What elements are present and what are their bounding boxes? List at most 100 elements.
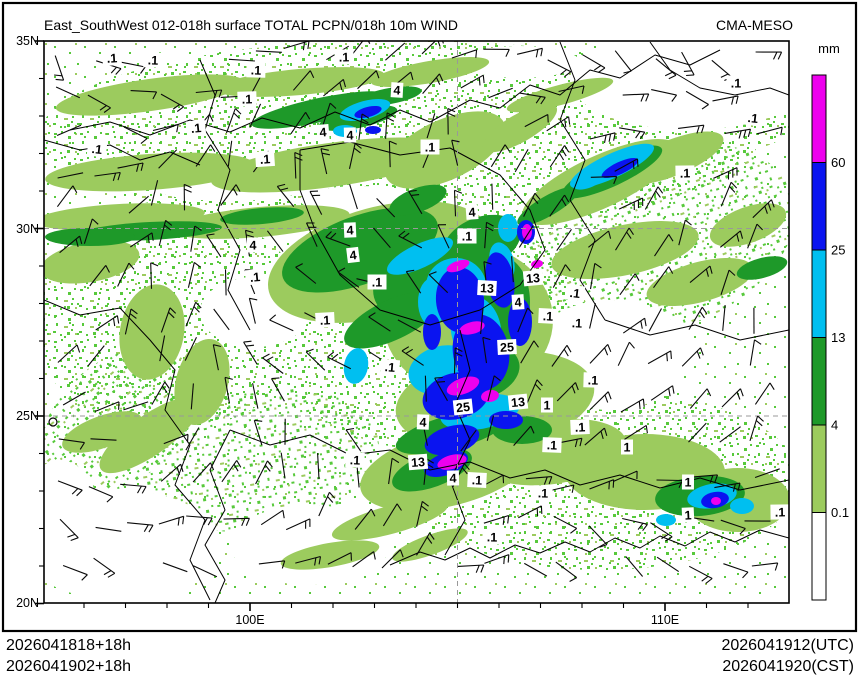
contour-label: .1 (482, 529, 501, 544)
contour-label-value: .1 (538, 486, 549, 500)
precip-veryheavy (365, 126, 381, 134)
contour-label-value: 13 (480, 281, 495, 296)
contour-label-value: .1 (775, 505, 786, 519)
contour-label: .1 (237, 91, 256, 107)
contour-label: .1 (770, 504, 789, 519)
contour-label: .1 (420, 139, 439, 154)
contour-label: .1 (245, 269, 265, 286)
contour-label: .1 (542, 437, 562, 453)
contour-label: .1 (538, 308, 558, 324)
footer-init-utc: 2026041818+18h (6, 637, 131, 654)
colorbar-segment (812, 425, 826, 513)
map-title: East_SouthWest 012-018h surface TOTAL PC… (44, 17, 458, 33)
precip-extreme (711, 497, 721, 505)
precip-heavy (730, 498, 754, 514)
colorbar-tick-label: 13 (831, 330, 845, 345)
contour-label: 4 (344, 222, 357, 238)
contour-label: 4 (465, 204, 478, 220)
contour-label: .1 (467, 472, 487, 488)
contour-label-value: .1 (190, 121, 202, 136)
colorbar-segment (812, 338, 826, 426)
contour-label-value: .1 (680, 166, 691, 180)
colorbar-segment (812, 75, 826, 163)
contour-label: 25 (453, 399, 473, 416)
contour-label: .1 (186, 120, 206, 137)
contour-label-value: .1 (588, 373, 599, 387)
contour-label: .1 (533, 485, 552, 500)
footer-init-cst: 2026041902+18h (6, 658, 131, 675)
contour-label: .1 (345, 452, 365, 468)
colorbar-segment (812, 163, 826, 251)
contour-label: .1 (726, 75, 745, 90)
lon-label-100e: 100E (235, 613, 264, 627)
contour-label-value: .1 (569, 286, 581, 301)
precip-veryheavy (423, 314, 441, 350)
contour-label: .1 (367, 274, 386, 289)
contour-label: .1 (583, 372, 602, 388)
contour-label-value: 4 (514, 295, 522, 309)
contour-label-value: .1 (462, 229, 473, 243)
wind-barb (226, 269, 227, 295)
contour-label: 13 (408, 454, 428, 471)
contour-label-value: 4 (319, 125, 327, 140)
contour-label-value: 4 (393, 83, 401, 97)
lat-label-25n: 25N (16, 409, 39, 423)
contour-label-value: .1 (91, 142, 103, 157)
contour-label-value: 25 (455, 400, 470, 415)
precip-veryheavy (489, 411, 523, 429)
contour-label: .1 (675, 165, 694, 180)
contour-label: 1 (682, 507, 695, 523)
contour-label: 1 (682, 474, 694, 489)
contour-label: .1 (457, 228, 476, 243)
contour-label: .1 (315, 312, 335, 328)
contour-label-value: .1 (546, 438, 557, 452)
colorbar-tick-label: 4 (831, 418, 838, 433)
contour-label-value: 4 (346, 128, 353, 142)
colorbar-segment (812, 513, 826, 601)
contour-label-value: 13 (510, 395, 525, 410)
contour-label-value: 13 (411, 455, 426, 470)
precip-heavy (656, 514, 676, 526)
contour-label: .1 (246, 62, 265, 78)
contour-label-value: 1 (624, 440, 631, 454)
contour-label-value: 4 (419, 415, 427, 429)
precip-extreme (522, 224, 532, 240)
model-name: CMA-MESO (716, 17, 793, 33)
colorbar-unit: mm (818, 41, 840, 56)
contour-label: .1 (570, 419, 590, 435)
contour-label-value: .1 (106, 51, 117, 66)
contour-label-value: .1 (471, 473, 482, 487)
contour-label: 4 (512, 294, 525, 310)
contour-label-value: .1 (349, 453, 360, 467)
colorbar-tick-label: 60 (831, 155, 845, 170)
colorbar-tick-label: 25 (831, 243, 845, 258)
contour-label: 1 (621, 439, 633, 454)
contour-label-value: .1 (249, 270, 261, 285)
contour-label-value: .1 (384, 360, 396, 375)
contour-label: .1 (87, 140, 108, 157)
contour-label: .1 (255, 151, 275, 167)
precip-moderate (45, 228, 135, 246)
contour-label: 1 (541, 397, 553, 412)
contour-label-value: .1 (339, 50, 350, 64)
contour-label: .1 (567, 315, 587, 331)
contour-label-value: 1 (543, 398, 550, 412)
contour-label-value: .1 (319, 313, 330, 328)
contour-label: 4 (316, 124, 329, 140)
contour-label-value: .1 (574, 420, 585, 434)
contour-label: 13 (523, 270, 543, 287)
colorbar-tick-label: 0.1 (831, 505, 849, 520)
contour-label-value: .1 (487, 530, 498, 544)
contour-label: .1 (565, 284, 586, 301)
contour-label-value: .1 (542, 309, 553, 323)
lat-label-20n: 20N (16, 596, 39, 610)
contour-label-value: .1 (148, 53, 159, 67)
contour-label-value: .1 (747, 111, 759, 126)
contour-label: 4 (391, 82, 404, 98)
contour-label: 4 (344, 127, 356, 142)
contour-label: .1 (102, 50, 122, 66)
lat-label-35n: 35N (16, 34, 39, 48)
contour-label: .1 (743, 109, 764, 126)
contour-label: 4 (447, 470, 459, 485)
